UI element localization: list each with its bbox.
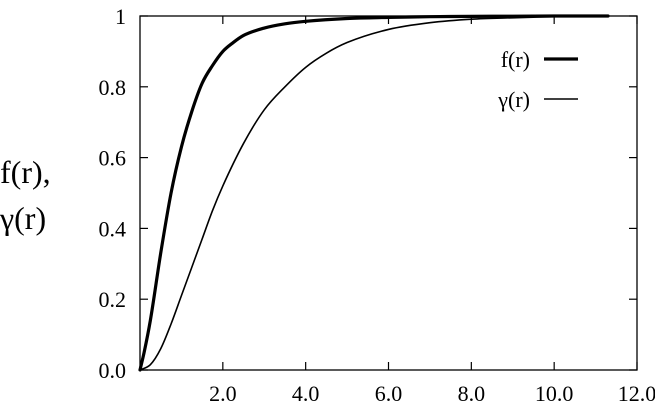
x-tick-label: 2.0: [209, 381, 237, 406]
x-tick-label: 12.0: [618, 381, 655, 406]
series-line-f: [140, 16, 608, 370]
y-axis-label-line: γ(r): [0, 200, 46, 236]
x-tick-label: 10.0: [535, 381, 574, 406]
plot-frame: [140, 16, 637, 370]
legend-label: γ(r): [497, 87, 530, 112]
y-axis-label-line: f(r),: [0, 154, 51, 190]
x-tick-label: 8.0: [458, 381, 486, 406]
y-tick-label: 0.0: [99, 358, 127, 383]
y-tick-label: 0.6: [99, 146, 127, 171]
series-layer: [140, 16, 608, 370]
legend: f(r) γ(r): [497, 47, 578, 112]
y-axis-label: f(r), γ(r): [0, 154, 51, 236]
x-tick-label: 4.0: [292, 381, 320, 406]
x-tick-label: 6.0: [375, 381, 403, 406]
y-tick-label: 0.2: [99, 287, 127, 312]
y-tick-label: 0.8: [99, 75, 127, 100]
y-tick-label: 0.4: [99, 216, 127, 241]
legend-label: f(r): [501, 47, 530, 72]
y-tick-label: 1: [115, 4, 126, 29]
